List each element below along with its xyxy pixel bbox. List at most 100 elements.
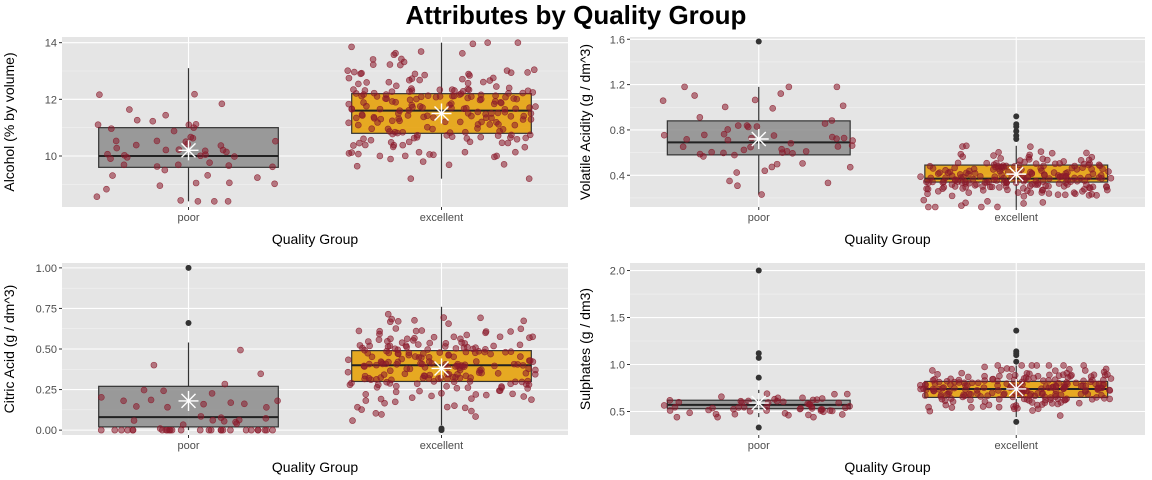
jitter-point (384, 125, 392, 133)
jitter-point (748, 134, 755, 142)
outlier-point (755, 424, 762, 431)
jitter-point (391, 345, 399, 353)
jitter-point (133, 116, 141, 124)
jitter-point (983, 179, 991, 186)
jitter-point (773, 160, 781, 168)
jitter-point (946, 168, 954, 176)
jitter-point (1071, 174, 1078, 182)
jitter-point (211, 198, 218, 205)
x-axis-title: Quality Group (844, 459, 931, 475)
jitter-point (929, 385, 937, 393)
jitter-point (513, 135, 521, 143)
jitter-point (1034, 390, 1041, 397)
jitter-point (1055, 372, 1063, 379)
jitter-point (1045, 190, 1053, 197)
jitter-point (931, 203, 939, 211)
jitter-point (787, 139, 795, 147)
jitter-point (939, 185, 946, 193)
jitter-point (358, 92, 365, 100)
jitter-point (938, 395, 946, 403)
jitter-point (388, 88, 396, 95)
jitter-point (995, 149, 1002, 156)
chart-title: Attributes by Quality Group (406, 0, 747, 30)
jitter-point (1045, 362, 1053, 369)
jitter-point (731, 151, 738, 159)
jitter-point (387, 155, 394, 163)
jitter-point (443, 132, 451, 139)
jitter-point (1020, 192, 1028, 200)
jitter-point (133, 403, 140, 410)
jitter-point (1107, 174, 1115, 182)
jitter-point (519, 362, 527, 369)
jitter-point (226, 179, 233, 187)
jitter-point (177, 197, 184, 204)
jitter-point (1037, 164, 1045, 172)
jitter-point (477, 133, 485, 141)
jitter-point (948, 192, 956, 200)
jitter-point (1004, 186, 1011, 194)
x-tick-label: excellent (995, 212, 1038, 224)
jitter-point (381, 399, 388, 407)
jitter-point (461, 404, 469, 412)
jitter-point (357, 70, 364, 78)
jitter-point (962, 199, 969, 207)
jitter-point (104, 150, 111, 158)
jitter-point (961, 392, 969, 400)
jitter-point (507, 348, 515, 355)
y-tick-label: 0.4 (610, 170, 625, 182)
jitter-point (496, 333, 504, 341)
jitter-point (191, 90, 198, 98)
jitter-point (720, 130, 728, 138)
jitter-point (456, 374, 464, 382)
jitter-point (360, 135, 367, 143)
jitter-point (428, 392, 435, 400)
jitter-point (217, 142, 225, 149)
jitter-point (365, 360, 373, 368)
jitter-point (1052, 387, 1060, 395)
jitter-point (445, 352, 452, 359)
jitter-point (129, 426, 137, 434)
jitter-point (362, 397, 370, 404)
jitter-point (272, 137, 279, 145)
jitter-point (462, 104, 470, 112)
jitter-point (404, 112, 412, 119)
jitter-point (197, 413, 205, 420)
jitter-point (1107, 375, 1115, 382)
jitter-point (1093, 191, 1100, 199)
jitter-point (463, 331, 471, 339)
jitter-points (97, 346, 281, 434)
jitter-point (370, 89, 378, 97)
jitter-point (384, 343, 392, 350)
outlier-point (185, 264, 192, 271)
jitter-point (430, 114, 437, 121)
y-tick-label: 10 (45, 151, 57, 163)
jitter-point (231, 153, 238, 160)
jitter-points (917, 142, 1115, 211)
jitter-point (1064, 181, 1071, 188)
jitter-point (474, 125, 481, 132)
y-axis-title: Volatile Acidity (g / dm^3) (577, 44, 593, 200)
jitter-point (979, 187, 987, 194)
y-tick-label: 0.00 (36, 425, 57, 437)
jitter-point (365, 338, 372, 345)
jitter-point (1088, 165, 1095, 173)
jitter-point (1023, 370, 1031, 377)
outlier-point (1013, 348, 1020, 355)
jitter-point (399, 128, 406, 136)
jitter-point (1030, 374, 1038, 382)
jitter-point (412, 327, 420, 335)
jitter-point (527, 110, 535, 117)
jitter-point (971, 170, 979, 177)
jitter-point (395, 115, 403, 122)
jitter-point (227, 399, 235, 406)
jitter-point (164, 403, 171, 411)
jitter-point (990, 152, 997, 159)
jitter-point (524, 69, 531, 76)
jitter-point (363, 79, 370, 86)
jitter-point (348, 379, 355, 387)
jitter-point (482, 391, 490, 399)
jitter-point (407, 175, 415, 182)
jitter-point (406, 88, 413, 95)
jitter-point (948, 404, 956, 411)
jitter-point (701, 131, 708, 139)
